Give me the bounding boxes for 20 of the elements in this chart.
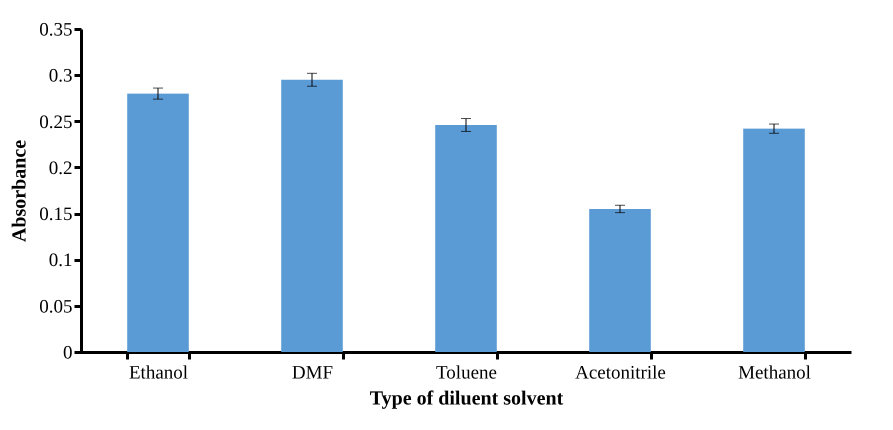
- y-tick-label: 0.35: [39, 20, 72, 40]
- bar: [743, 128, 805, 352]
- x-tick-label: DMF: [292, 362, 334, 384]
- bar: [435, 124, 497, 352]
- x-tick-label: Toluene: [436, 362, 497, 384]
- y-axis-title: Absorbance: [8, 140, 30, 242]
- y-tick-label: 0.1: [48, 250, 72, 272]
- x-tick-label: Ethanol: [128, 362, 188, 384]
- y-tick-label: 0.25: [39, 112, 72, 133]
- y-tick-label: 0.2: [48, 158, 72, 179]
- x-tick-label: Methanol: [738, 362, 811, 384]
- y-tick-label: 0.05: [39, 296, 72, 318]
- y-tick-label: 0.15: [39, 204, 72, 226]
- x-tick-label: Acetonitrile: [575, 362, 666, 384]
- bar: [127, 94, 189, 352]
- y-tick-label: 0: [63, 342, 72, 364]
- bar: [281, 80, 343, 352]
- bar: [589, 208, 651, 352]
- y-tick-label: 0.3: [48, 66, 72, 87]
- x-axis-title: Type of diluent solvent: [370, 388, 564, 410]
